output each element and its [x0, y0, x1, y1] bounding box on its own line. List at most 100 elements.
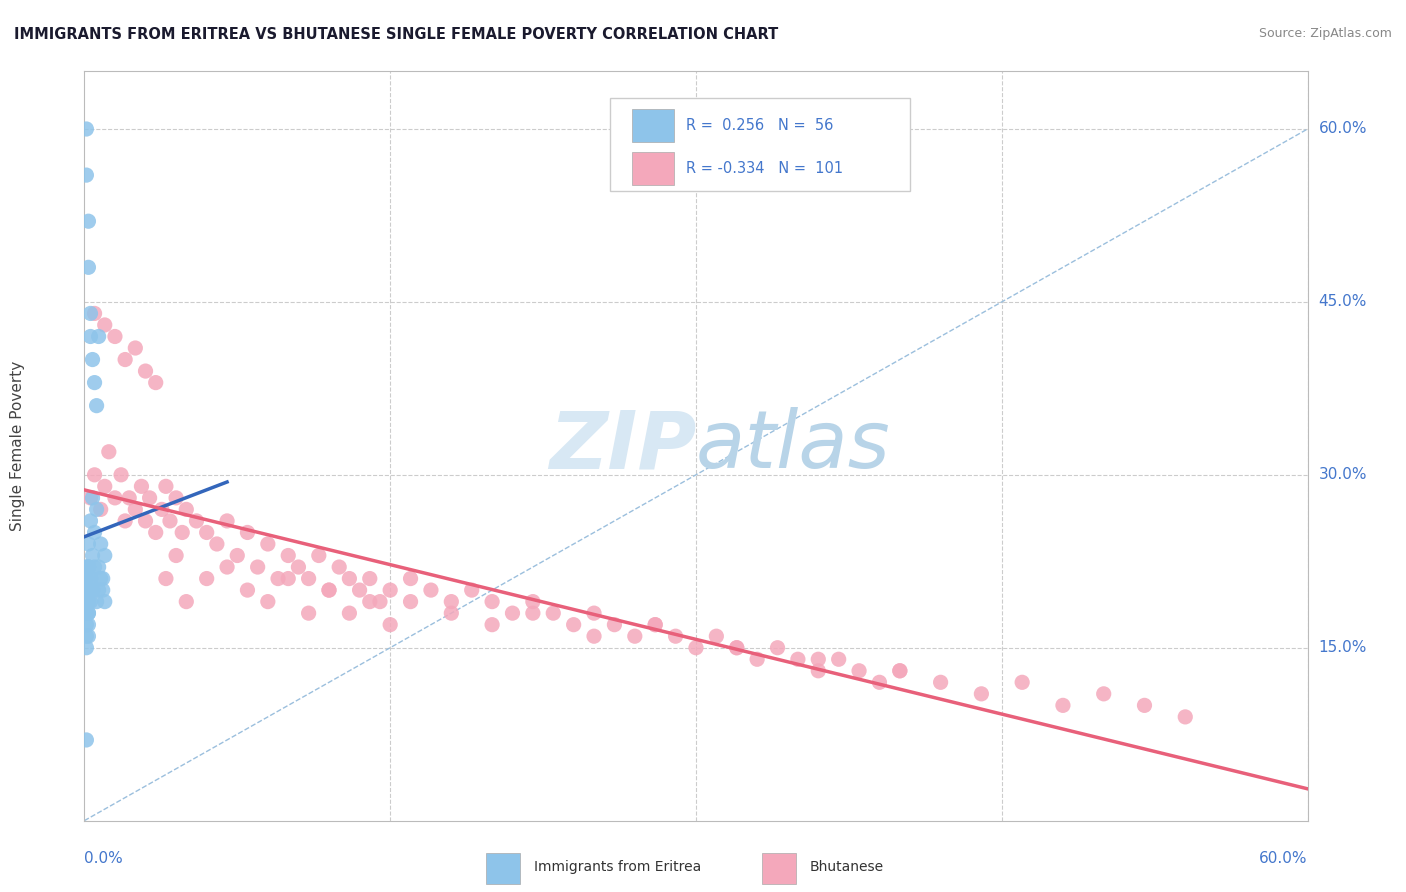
Text: 15.0%: 15.0% — [1319, 640, 1367, 656]
Point — [75, 606, 97, 620]
Point — [77, 583, 100, 598]
Point — [86, 502, 108, 516]
Point — [79, 583, 101, 598]
Point — [104, 491, 127, 505]
Point — [583, 606, 606, 620]
Point — [97, 444, 120, 458]
Point — [889, 664, 911, 678]
Point — [82, 583, 104, 598]
Point — [869, 675, 891, 690]
Point — [87, 329, 110, 343]
Point — [970, 687, 993, 701]
Point — [339, 572, 361, 586]
Point — [236, 525, 259, 540]
Point — [75, 594, 97, 608]
Point — [236, 583, 259, 598]
Text: Immigrants from Eritrea: Immigrants from Eritrea — [534, 861, 702, 874]
Point — [929, 675, 952, 690]
Point — [165, 491, 187, 505]
Point — [807, 652, 830, 666]
Point — [226, 549, 249, 563]
Text: 45.0%: 45.0% — [1319, 294, 1367, 310]
Text: 0.0%: 0.0% — [84, 851, 124, 866]
Point — [150, 502, 173, 516]
Text: 60.0%: 60.0% — [1260, 851, 1308, 866]
Point — [77, 214, 100, 228]
Point — [145, 376, 167, 390]
Point — [77, 537, 100, 551]
Point — [186, 514, 208, 528]
Point — [75, 560, 97, 574]
Point — [75, 733, 97, 747]
Point — [399, 572, 422, 586]
Point — [124, 341, 146, 355]
FancyBboxPatch shape — [610, 97, 910, 191]
Text: ZIP: ZIP — [548, 407, 696, 485]
Point — [77, 606, 100, 620]
Point — [82, 549, 104, 563]
Point — [461, 583, 484, 598]
Text: R = -0.334   N =  101: R = -0.334 N = 101 — [686, 161, 844, 176]
Point — [420, 583, 443, 598]
Point — [87, 560, 110, 574]
Text: Bhutanese: Bhutanese — [810, 861, 884, 874]
Point — [380, 583, 402, 598]
Point — [87, 583, 110, 598]
Point — [83, 376, 105, 390]
Point — [138, 491, 160, 505]
Point — [77, 560, 100, 574]
Point — [174, 594, 197, 608]
Point — [277, 572, 299, 586]
Point — [725, 640, 748, 655]
Point — [328, 560, 350, 574]
Point — [79, 572, 101, 586]
Point — [135, 514, 157, 528]
Point — [257, 594, 280, 608]
Point — [82, 352, 104, 367]
Point — [77, 606, 100, 620]
Text: atlas: atlas — [696, 407, 891, 485]
Point — [75, 594, 97, 608]
Point — [93, 318, 115, 332]
FancyBboxPatch shape — [633, 152, 673, 185]
Point — [562, 617, 585, 632]
Point — [195, 572, 218, 586]
Point — [257, 537, 280, 551]
Point — [195, 525, 218, 540]
Point — [1092, 687, 1115, 701]
Point — [104, 329, 127, 343]
Point — [77, 260, 100, 275]
FancyBboxPatch shape — [762, 854, 796, 884]
Point — [114, 514, 136, 528]
Point — [90, 572, 112, 586]
Point — [75, 594, 97, 608]
Point — [665, 629, 688, 643]
Point — [83, 306, 105, 320]
Point — [1133, 698, 1156, 713]
Point — [807, 664, 830, 678]
Point — [83, 525, 105, 540]
Point — [766, 640, 789, 655]
Point — [440, 594, 463, 608]
Point — [308, 549, 330, 563]
Point — [79, 491, 101, 505]
Point — [246, 560, 269, 574]
Point — [848, 664, 870, 678]
Point — [75, 583, 97, 598]
Point — [318, 583, 340, 598]
Point — [75, 629, 97, 643]
Point — [75, 583, 97, 598]
Point — [359, 594, 381, 608]
Point — [624, 629, 647, 643]
Text: Single Female Poverty: Single Female Poverty — [10, 361, 24, 531]
Point — [725, 640, 748, 655]
Point — [889, 664, 911, 678]
Point — [481, 617, 503, 632]
Point — [75, 640, 97, 655]
Point — [368, 594, 391, 608]
Point — [79, 514, 101, 528]
Point — [118, 491, 141, 505]
Point — [349, 583, 371, 598]
Point — [90, 502, 112, 516]
Point — [1011, 675, 1033, 690]
